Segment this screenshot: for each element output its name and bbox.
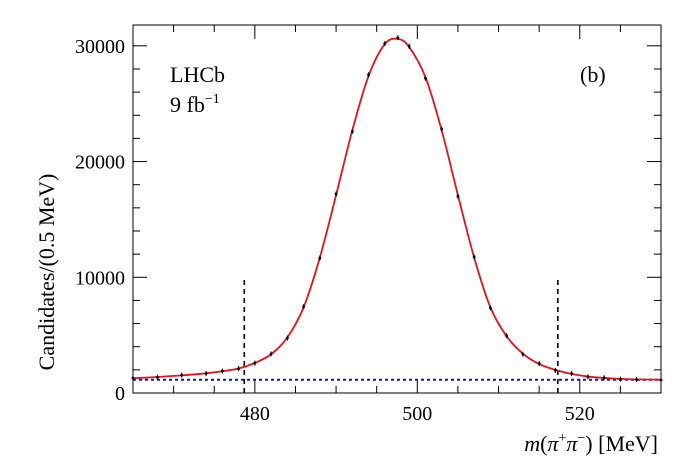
data-point xyxy=(505,334,509,338)
data-point xyxy=(396,36,400,40)
data-point xyxy=(253,361,257,365)
panel-label: (b) xyxy=(580,62,606,87)
luminosity-label: 9 fb−1 xyxy=(170,92,220,117)
y-axis-label: Candidates/(0.5 MeV) xyxy=(34,174,59,371)
data-point xyxy=(472,255,476,259)
data-point xyxy=(618,377,622,381)
tick-marks xyxy=(132,25,662,394)
experiment-label: LHCb xyxy=(170,62,225,87)
data-point xyxy=(269,352,273,356)
data-point xyxy=(570,372,574,375)
plot-frame xyxy=(132,24,662,394)
data-point xyxy=(334,192,338,196)
y-tick-label: 20000 xyxy=(75,152,125,174)
data-point xyxy=(350,130,354,133)
x-tick-label: 500 xyxy=(402,403,432,425)
series-group xyxy=(131,35,663,393)
fit-curve xyxy=(132,37,662,381)
x-tick-label: 480 xyxy=(240,403,270,425)
data-point xyxy=(456,194,460,198)
data-point xyxy=(424,76,427,80)
y-tick-label: 10000 xyxy=(75,267,125,289)
data-point xyxy=(285,336,289,340)
data-point xyxy=(131,376,135,380)
data-point xyxy=(302,305,305,309)
data-point xyxy=(204,372,208,375)
data-point xyxy=(367,73,370,77)
data-point xyxy=(383,42,387,45)
data-point xyxy=(237,367,241,371)
data-point xyxy=(554,369,557,372)
data-point xyxy=(440,127,444,131)
data-point xyxy=(489,306,492,310)
y-tick-label: 0 xyxy=(115,383,125,405)
data-point xyxy=(407,45,411,48)
data-point xyxy=(521,352,525,356)
data-point xyxy=(318,256,322,260)
tick-labels: 480 500 520 0 10000 20000 30000 xyxy=(75,36,595,425)
data-point xyxy=(155,375,159,379)
y-tick-label: 30000 xyxy=(75,36,125,58)
data-point xyxy=(602,376,606,380)
x-tick-label: 520 xyxy=(565,403,595,425)
data-point xyxy=(537,362,541,365)
data-point xyxy=(635,378,639,381)
x-axis-label: m(π+π−) [MeV] xyxy=(524,431,658,456)
data-point xyxy=(659,378,663,382)
data-point xyxy=(220,369,224,373)
data-point xyxy=(180,373,184,377)
data-point xyxy=(586,375,590,379)
